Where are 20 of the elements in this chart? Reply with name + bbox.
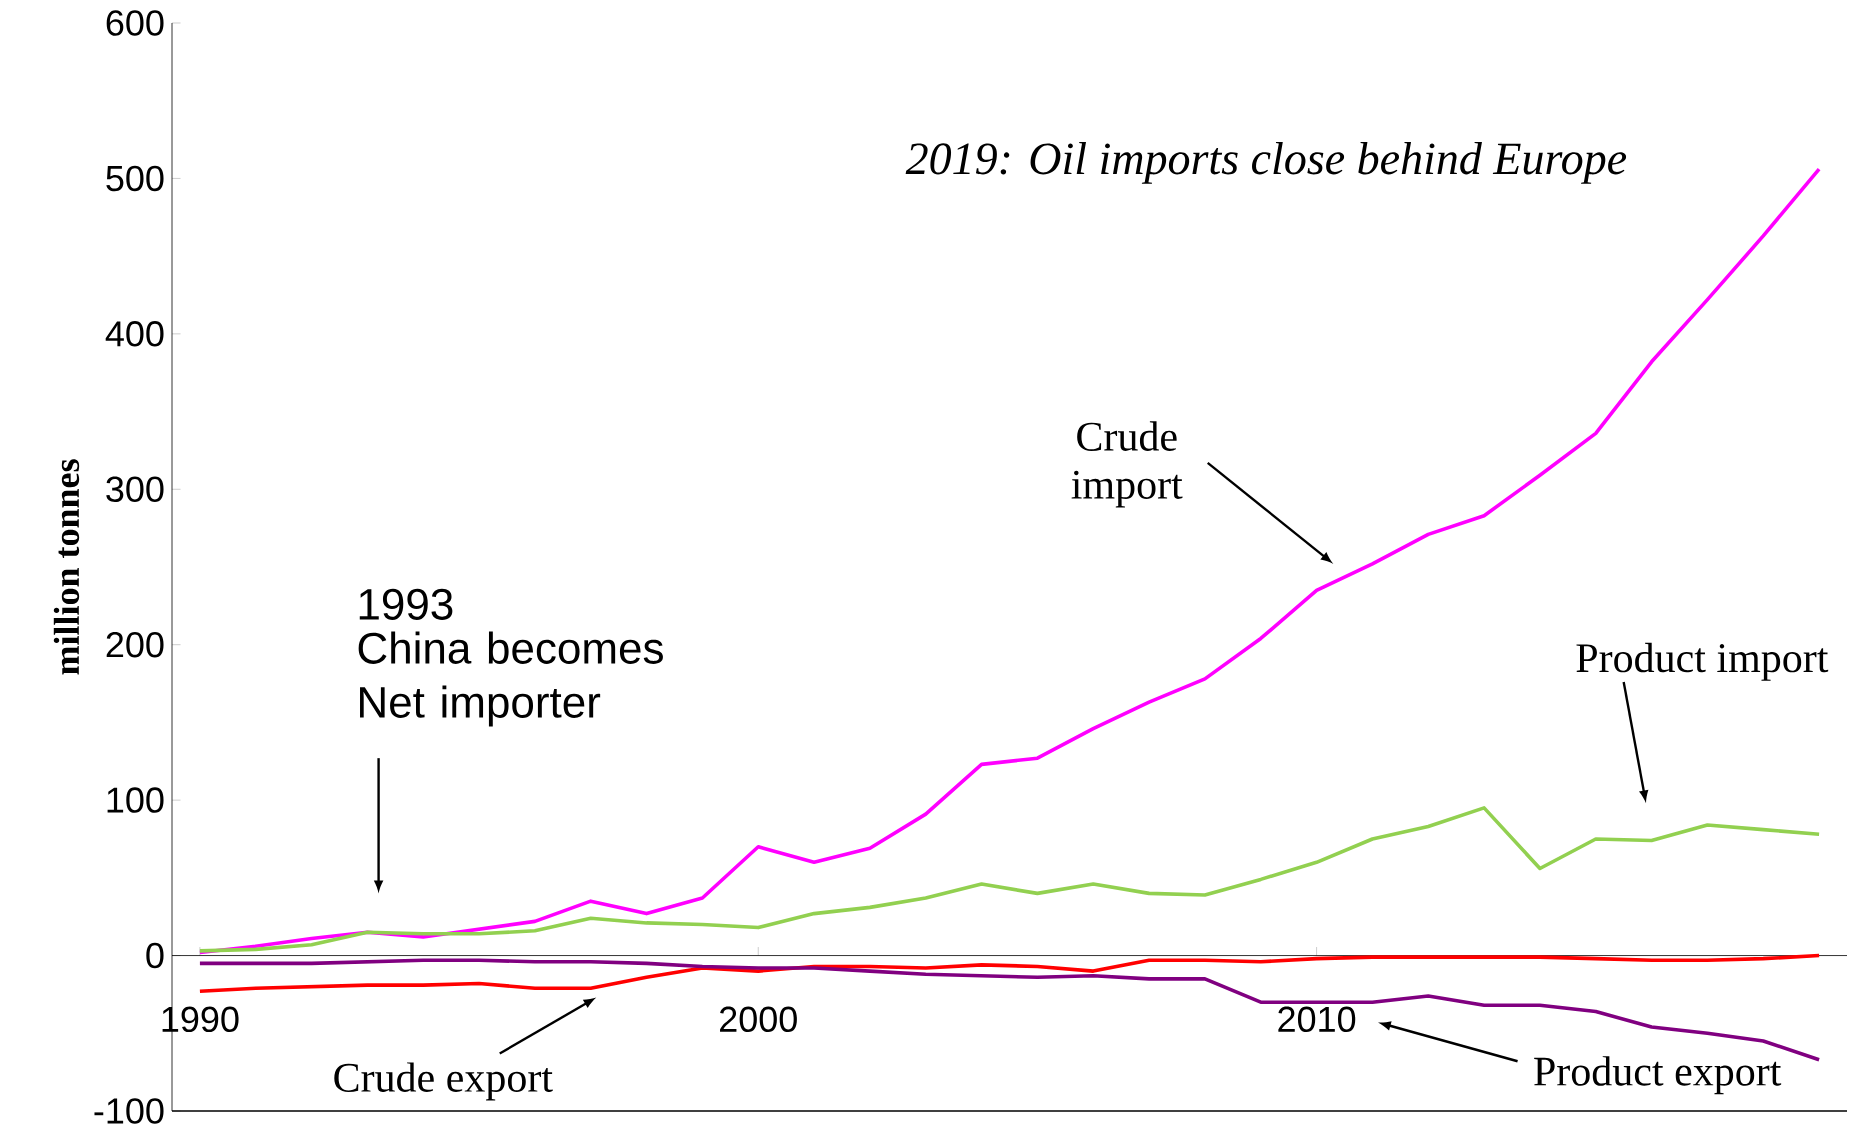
y-tick-label: 400: [105, 321, 164, 347]
y-tick-label: 0: [146, 942, 164, 969]
annotation: Product export: [1534, 1056, 1782, 1095]
y-tick-label: 100: [107, 787, 164, 813]
y-tick-label: 500: [106, 165, 164, 192]
x-tick-label: 1990: [162, 1006, 239, 1033]
y-axis-title: million tonnes: [53, 459, 80, 675]
y-tick-label: 300: [106, 476, 164, 503]
y-tick-label: -100: [94, 1098, 164, 1124]
annotation: Crude import: [1071, 421, 1183, 508]
y-tick-label: 600: [106, 10, 164, 36]
x-tick-label: 2010: [1278, 1006, 1356, 1033]
y-tick-label: 200: [106, 631, 164, 658]
x-tick-label: 2000: [720, 1006, 797, 1033]
annotation: 2019: Oil imports close behind Europe: [905, 142, 1627, 184]
annotation: 1993: [359, 588, 453, 620]
line-series: [198, 806, 1821, 953]
annotation: Crude export: [334, 1062, 553, 1101]
annotation: China becomes Net importer: [358, 631, 663, 727]
annotation: Product import: [1576, 642, 1829, 681]
